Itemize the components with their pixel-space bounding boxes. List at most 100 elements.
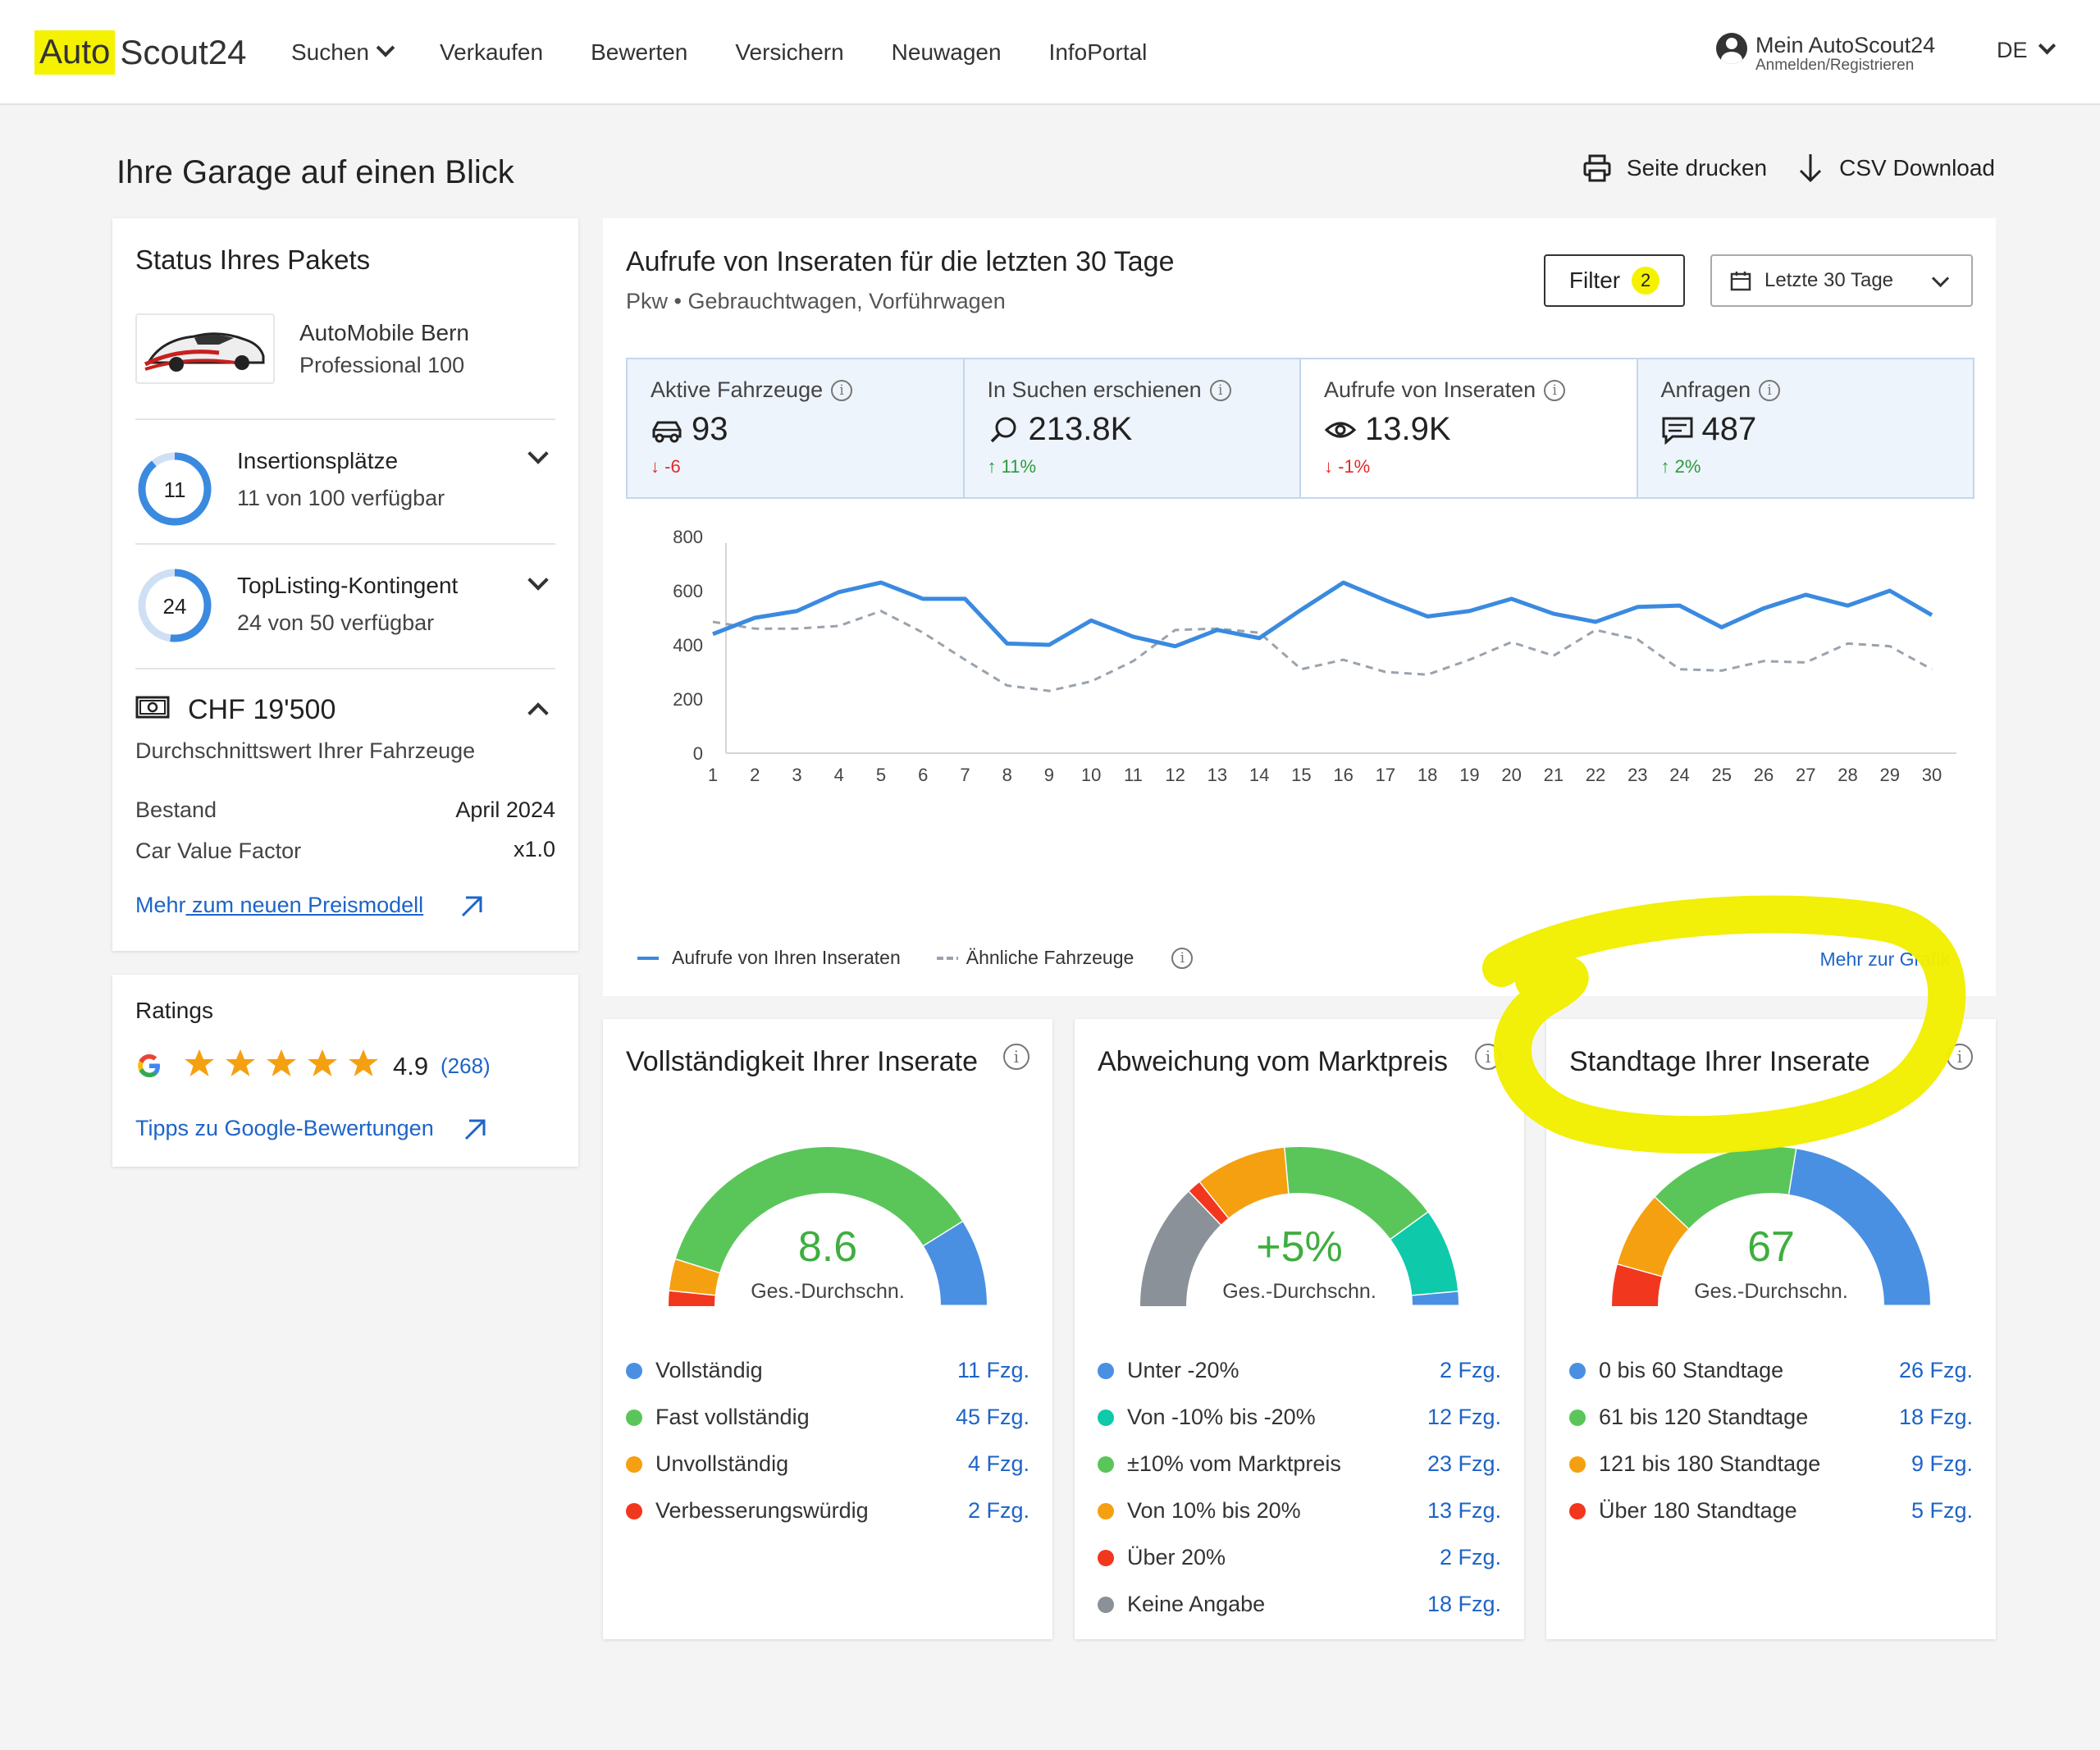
x-tick-label: 30 [1922,765,1942,785]
legend-label: Fast vollständig [655,1405,810,1429]
chevron-down-icon [376,39,395,57]
legend-count-link[interactable]: 2 Fzg. [1439,1545,1501,1570]
insertion-slots-count: 11 [163,477,186,502]
gauge-legend-row[interactable]: Unvollständig 4 Fzg. [626,1441,1029,1487]
gauge-legend-row[interactable]: 0 bis 60 Standtage 26 Fzg. [1569,1347,1973,1394]
legend-count-link[interactable]: 18 Fzg. [1898,1405,1973,1429]
gauge-value: 67 [1747,1223,1795,1271]
date-range-select[interactable]: Letzte 30 Tage [1710,254,1973,307]
kpi-search-appearances[interactable]: In Suchen erschienen i 213.8K ↑ 11% [964,359,1301,497]
legend-similar-label: Ähnliche Fahrzeuge [966,947,1134,968]
main-nav: Suchen Verkaufen Bewerten Versichern Neu… [291,0,1194,105]
legend-count-link[interactable]: 4 Fzg. [967,1451,1029,1476]
gauge-legend-row[interactable]: 121 bis 180 Standtage 9 Fzg. [1569,1441,1973,1487]
average-vehicle-value: CHF 19'500 [188,694,336,725]
kpi-requests[interactable]: Anfragen i 487 ↑ 2% [1637,359,1973,497]
legend-count-link[interactable]: 26 Fzg. [1898,1358,1973,1382]
legend-count-link[interactable]: 2 Fzg. [1439,1358,1501,1382]
legend-count-link[interactable]: 9 Fzg. [1911,1451,1973,1476]
legend-dot [1098,1362,1114,1379]
legend-count-link[interactable]: 2 Fzg. [967,1498,1029,1523]
nav-label: Verkaufen [439,39,544,65]
gauge-legend-row[interactable]: Von 10% bis 20% 13 Fzg. [1098,1487,1501,1534]
rating-count-link[interactable]: (268) [441,1053,491,1078]
csv-download-button[interactable]: CSV Download [1796,153,1995,184]
nav-label: Versichern [735,39,844,65]
vehicle-value-collapse-toggle[interactable] [527,702,549,724]
package-status-card: Status Ihres Pakets AutoMobile Bern Prof… [112,218,578,951]
info-icon[interactable]: i [1759,379,1781,401]
gauge-segment [675,1147,963,1273]
legend-count-link[interactable]: 11 Fzg. [956,1358,1029,1382]
legend-dot [1098,1502,1114,1519]
toplisting-count: 24 [162,594,187,619]
legend-count-link[interactable]: 45 Fzg. [955,1405,1029,1429]
gauge-legend-row[interactable]: Von -10% bis -20% 12 Fzg. [1098,1394,1501,1441]
legend-count-link[interactable]: 5 Fzg. [1911,1498,1973,1523]
pricing-model-link[interactable]: Mehr zum neuen Preismodell [135,893,484,919]
car-value-factor-label: Car Value Factor [135,838,302,863]
legend-label: Unter -20% [1127,1358,1239,1382]
gauge-legend-row[interactable]: Vollständig 11 Fzg. [626,1347,1029,1394]
gauge-card-title: Standtage Ihrer Inserate [1569,1046,1870,1077]
legend-dot [1098,1596,1114,1613]
kpi-change: ↑ 2% [1660,456,1701,477]
chevron-down-icon [2038,37,2056,55]
more-about-chart-link[interactable]: Mehr zur Grafik [1819,948,1950,970]
legend-own-label: Aufrufe von Ihren Inseraten [672,947,901,968]
x-tick-label: 2 [750,765,760,785]
divider [135,543,555,545]
star-icon [349,1049,378,1076]
divider [135,418,555,420]
print-page-button[interactable]: Seite drucken [1582,153,1767,183]
account-menu[interactable]: Mein AutoScout24 Anmelden/Registrieren [1716,33,1935,74]
gauge-legend-row[interactable]: 61 bis 120 Standtage 18 Fzg. [1569,1394,1973,1441]
gauge-legend-row[interactable]: Fast vollständig 45 Fzg. [626,1394,1029,1441]
gauge-legend-row[interactable]: ±10% vom Marktpreis 23 Fzg. [1098,1441,1501,1487]
nav-item-infoportal[interactable]: InfoPortal [1049,39,1148,66]
logo-scout-text: Scout24 [120,33,247,71]
gauge-legend-row[interactable]: Keine Angabe 18 Fzg. [1098,1581,1501,1628]
info-icon[interactable]: i [831,379,853,401]
package-level: Professional 100 [299,353,465,377]
legend-dot [1098,1549,1114,1566]
nav-item-bewerten[interactable]: Bewerten [591,39,687,66]
info-icon[interactable]: i [1947,1044,1973,1070]
autoscout24-logo[interactable]: Auto Scout24 [34,28,247,77]
legend-count-link[interactable]: 13 Fzg. [1427,1498,1501,1523]
gauge-legend-row[interactable]: Über 180 Standtage 5 Fzg. [1569,1487,1973,1534]
kpi-change: ↓ -1% [1324,456,1371,477]
google-reviews-tips-link[interactable]: Tipps zu Google-Bewertungen [135,1116,487,1142]
completeness-card: Vollständigkeit Ihrer Inserate i 8.6 Ges… [603,1019,1052,1639]
x-tick-label: 23 [1628,765,1647,785]
gauge-legend-list: 0 bis 60 Standtage 26 Fzg. 61 bis 120 Stan… [1569,1347,1973,1534]
csv-download-label: CSV Download [1839,155,1995,180]
gauge-separator [669,1288,715,1296]
info-icon[interactable]: i [1544,379,1566,401]
info-icon[interactable]: i [1475,1044,1501,1070]
info-icon[interactable]: i [1003,1044,1029,1070]
legend-count-link[interactable]: 18 Fzg. [1427,1592,1501,1616]
kpi-listing-views[interactable]: Aufrufe von Inseraten i 13.9K ↓ -1% [1301,359,1638,497]
nav-label: Bewerten [591,39,688,65]
legend-count-link[interactable]: 23 Fzg. [1427,1451,1501,1476]
language-selector[interactable]: DE [1997,37,2056,63]
legend-count-link[interactable]: 12 Fzg. [1427,1405,1501,1429]
info-icon[interactable]: i [1171,947,1194,969]
kpi-active-vehicles[interactable]: Aktive Fahrzeuge i 93 ↓ -6 [628,359,965,497]
gauge-label: Ges.-Durchschn. [1222,1280,1376,1303]
nav-item-verkaufen[interactable]: Verkaufen [440,39,543,66]
nav-item-versichern[interactable]: Versichern [735,39,843,66]
gauge-legend-row[interactable]: Über 20% 2 Fzg. [1098,1534,1501,1581]
gauge-legend-row[interactable]: Verbesserungswürdig 2 Fzg. [626,1487,1029,1534]
toplisting-expand-toggle[interactable] [527,569,549,591]
nav-item-neuwagen[interactable]: Neuwagen [892,39,1002,66]
average-vehicle-value-sub: Durchschnittswert Ihrer Fahrzeuge [135,738,476,763]
filter-button[interactable]: Filter 2 [1544,254,1685,307]
chart-legend: Aufrufe von Ihren Inseraten Ähnliche Fah… [637,947,1194,969]
nav-item-suchen[interactable]: Suchen [291,39,395,66]
insertion-slots-expand-toggle[interactable] [527,443,549,464]
gauge-legend-row[interactable]: Unter -20% 2 Fzg. [1098,1347,1501,1394]
info-icon[interactable]: i [1209,379,1231,401]
